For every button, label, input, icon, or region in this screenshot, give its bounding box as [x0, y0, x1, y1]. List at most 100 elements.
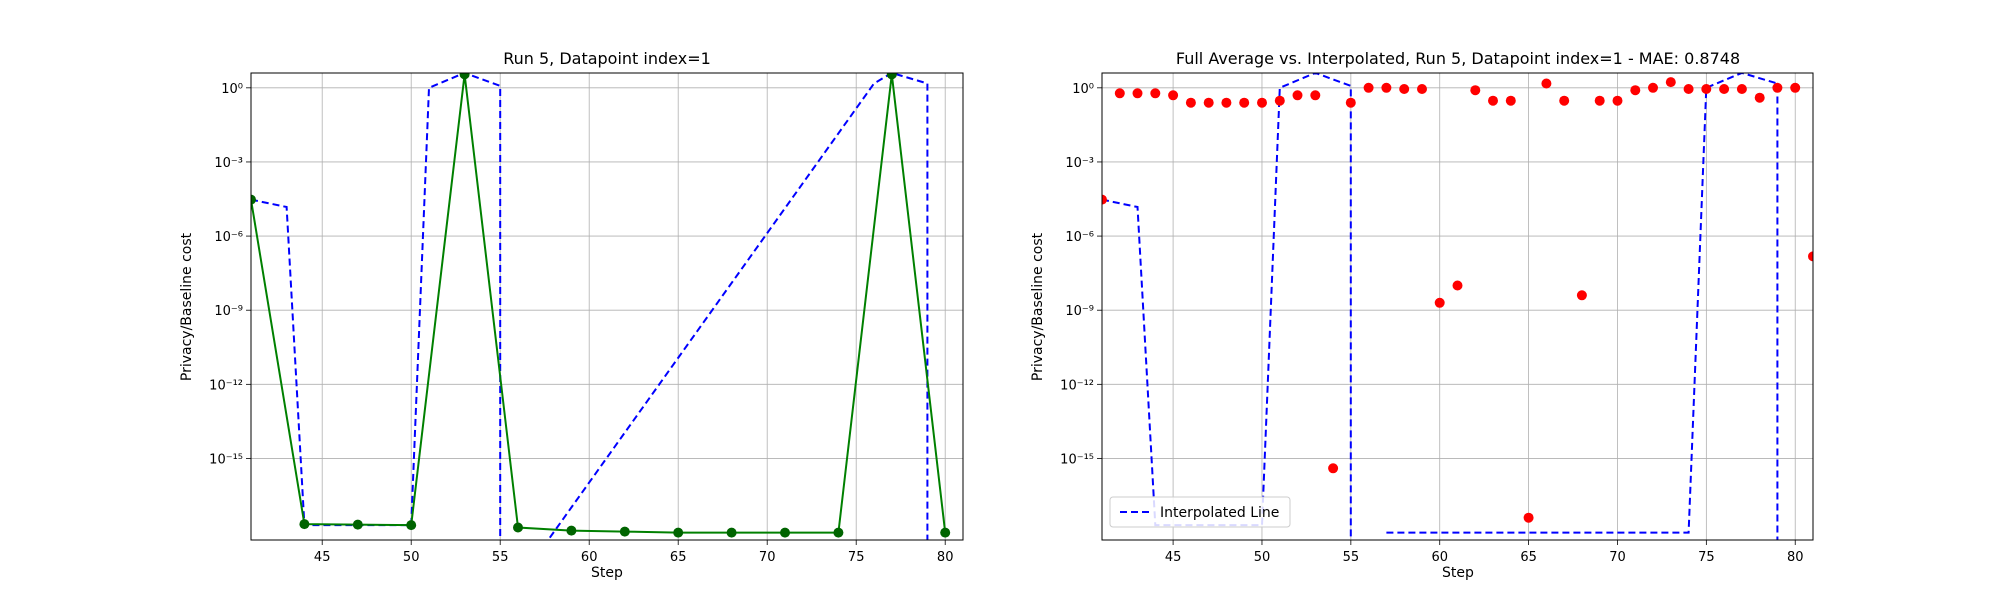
right-chart-series-0: [1102, 73, 1779, 540]
data-point: [1594, 95, 1605, 106]
x-tick-label: 45: [1165, 550, 1182, 565]
data-point: [1221, 97, 1232, 108]
data-point: [673, 527, 684, 538]
right-chart-xlabel: Step: [1442, 565, 1474, 581]
data-point: [1114, 88, 1125, 99]
x-tick-label: 80: [937, 550, 954, 565]
data-point: [1505, 95, 1516, 106]
x-tick-label: 70: [1609, 550, 1626, 565]
y-tick-label: 10⁻³: [1065, 156, 1094, 171]
left-chart-ylabel: Privacy/Baseline cost: [179, 232, 195, 381]
data-point: [566, 525, 577, 536]
data-point: [299, 519, 310, 530]
y-tick-label: 10⁻¹²: [209, 378, 243, 393]
data-point: [1168, 90, 1179, 101]
data-point: [1434, 297, 1445, 308]
x-tick-label: 45: [314, 550, 331, 565]
y-tick-label: 10⁻¹²: [1060, 378, 1094, 393]
data-point: [1488, 95, 1498, 106]
data-point: [1102, 194, 1107, 205]
data-point: [619, 526, 630, 537]
data-point: [1523, 512, 1534, 523]
data-point: [1541, 78, 1552, 89]
data-point: [1150, 88, 1161, 99]
series-line: [251, 74, 947, 534]
data-point: [1736, 84, 1747, 94]
data-point: [780, 527, 790, 538]
x-tick-label: 55: [492, 550, 509, 565]
x-tick-label: 55: [1343, 550, 1360, 565]
left-chart-plot-area: 45 50 55 60 65 70 75 80 10⁰ 10⁻³ 10⁻⁶ 10⁻⁹ 10⁻¹² 10⁻¹…: [209, 72, 964, 565]
y-tick-label: 10⁻⁹: [214, 304, 243, 319]
left-chart: Run 5, Datapoint index=1 Step Privacy/Ba…: [179, 49, 711, 581]
right-chart-series-1: [1102, 77, 1813, 523]
left-chart-xlabel: Step: [591, 565, 623, 581]
data-point: [1399, 84, 1410, 94]
x-tick-label: 80: [1787, 550, 1804, 565]
interpolated-line: [1102, 73, 1352, 540]
y-tick-label: 10⁻¹⁵: [209, 452, 243, 467]
data-point: [251, 194, 256, 205]
x-tick-label: 65: [1520, 550, 1537, 565]
data-point: [1292, 90, 1303, 101]
left-chart-series-0: [251, 73, 929, 540]
data-point: [1132, 88, 1143, 99]
data-point: [1790, 82, 1801, 93]
data-point: [1808, 251, 1813, 262]
data-point: [1328, 463, 1339, 474]
right-chart-plot-area: 45 50 55 60 65 70 75 80 10⁰ 10⁻³ 10⁻⁶ 10⁻⁹ 10⁻¹² 10⁻¹…: [1060, 72, 1814, 565]
data-point: [1345, 97, 1356, 108]
data-point: [1239, 97, 1250, 108]
data-point: [1648, 82, 1658, 93]
y-tick-label: 10⁻⁶: [1065, 230, 1094, 245]
left-chart-series-1: [251, 73, 951, 538]
x-tick-label: 60: [581, 550, 598, 565]
legend-box: [1109, 496, 1291, 528]
x-tick-label: 75: [848, 550, 865, 565]
y-tick-label: 10⁻⁶: [214, 230, 243, 245]
data-point: [1310, 90, 1321, 101]
data-point: [1381, 82, 1392, 93]
axes-frame: [1101, 72, 1814, 541]
y-tick-label: 10⁰: [221, 82, 243, 97]
axes-frame: [250, 72, 964, 541]
x-tick-label: 70: [759, 550, 776, 565]
data-point: [1203, 97, 1214, 108]
data-point: [1274, 95, 1285, 106]
data-point: [1701, 84, 1712, 94]
data-point: [1559, 95, 1570, 106]
data-point: [1683, 84, 1694, 94]
x-tick-label: 50: [403, 550, 420, 565]
data-point: [459, 73, 470, 80]
data-point: [1417, 84, 1427, 94]
data-point: [1612, 95, 1623, 106]
data-point: [1754, 92, 1765, 103]
data-point: [1257, 97, 1267, 108]
data-point: [1185, 97, 1196, 108]
y-tick-label: 10⁻¹⁵: [1060, 452, 1094, 467]
data-point: [1719, 84, 1730, 94]
data-point: [833, 527, 844, 538]
x-tick-label: 50: [1254, 550, 1271, 565]
right-chart: Full Average vs. Interpolated, Run 5, Da…: [1030, 49, 1740, 581]
data-point: [1665, 77, 1676, 88]
x-tick-label: 60: [1431, 550, 1448, 565]
interpolated-line: [251, 73, 929, 540]
left-chart-title: Run 5, Datapoint index=1: [503, 49, 711, 68]
data-point: [1452, 280, 1463, 291]
data-point: [1630, 85, 1641, 96]
legend: Interpolated Line: [1109, 496, 1291, 528]
y-tick-label: 10⁰: [1072, 82, 1094, 97]
data-point: [513, 522, 523, 533]
x-tick-label: 75: [1698, 550, 1715, 565]
data-point: [886, 73, 897, 80]
data-point: [1363, 82, 1374, 93]
right-chart-title: Full Average vs. Interpolated, Run 5, Da…: [1176, 49, 1740, 68]
y-tick-label: 10⁻³: [214, 156, 243, 171]
data-point: [940, 527, 951, 538]
legend-label: Interpolated Line: [1160, 505, 1279, 521]
data-point: [406, 520, 417, 531]
right-chart-ylabel: Privacy/Baseline cost: [1030, 232, 1046, 381]
